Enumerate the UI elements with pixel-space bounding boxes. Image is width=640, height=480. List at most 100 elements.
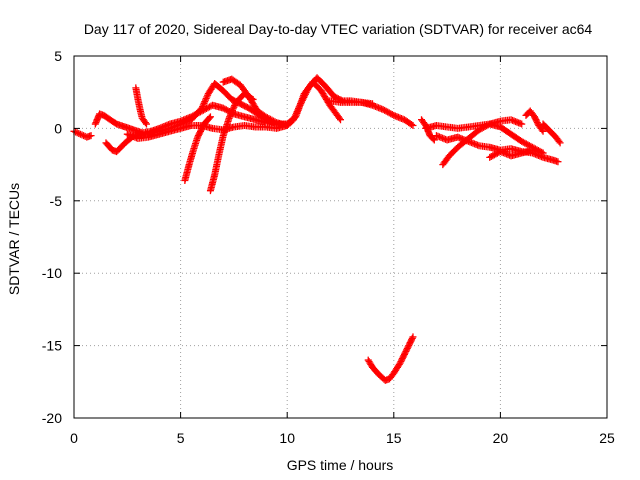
data-point xyxy=(199,101,207,109)
data-point xyxy=(221,105,229,113)
data-point xyxy=(87,132,95,140)
data-point xyxy=(489,152,497,160)
data-point xyxy=(429,135,437,143)
data-point xyxy=(269,117,277,125)
data-point xyxy=(228,106,236,114)
data-point xyxy=(301,92,309,100)
data-point xyxy=(519,138,527,146)
data-point xyxy=(201,98,209,106)
data-point xyxy=(203,93,211,101)
grid xyxy=(74,56,607,418)
data-point xyxy=(206,113,214,121)
data-point xyxy=(229,105,237,113)
data-point xyxy=(409,122,417,130)
data-point xyxy=(290,114,298,122)
data-point xyxy=(78,131,86,139)
data-point xyxy=(478,124,486,132)
data-point xyxy=(200,99,208,107)
data-point xyxy=(226,111,234,119)
data-point xyxy=(206,103,214,111)
data-point xyxy=(80,132,88,140)
data-point xyxy=(379,106,387,114)
data-point xyxy=(271,118,279,126)
data-point xyxy=(518,120,526,128)
data-point xyxy=(294,106,302,114)
data-point xyxy=(301,90,309,98)
data-point xyxy=(141,119,149,127)
data-point xyxy=(522,140,530,148)
series-arc-6 xyxy=(181,113,214,185)
data-point xyxy=(430,136,438,144)
data-point xyxy=(73,129,81,137)
data-point xyxy=(263,114,271,122)
data-point xyxy=(227,110,235,118)
x-tick-label: 20 xyxy=(493,430,509,446)
data-point xyxy=(291,112,299,120)
x-tick-label: 10 xyxy=(279,430,295,446)
data-point xyxy=(477,125,485,133)
data-point xyxy=(201,96,209,104)
series-arc-1 xyxy=(70,127,95,141)
data-point xyxy=(480,123,488,131)
data-point xyxy=(518,137,526,145)
data-point xyxy=(266,115,274,123)
data-point xyxy=(490,151,498,159)
chart-title: Day 117 of 2020, Sidereal Day-to-day VTE… xyxy=(84,21,593,37)
series-arc-12 xyxy=(422,116,526,132)
data-point xyxy=(384,108,392,116)
y-tick-label: -10 xyxy=(42,265,62,281)
data-point xyxy=(492,150,500,158)
data-point xyxy=(521,139,529,147)
data-point xyxy=(493,149,501,157)
data-point xyxy=(205,114,213,122)
data-point xyxy=(382,107,390,115)
data-point xyxy=(204,104,212,112)
data-point xyxy=(387,110,395,118)
data-point xyxy=(298,98,306,106)
y-tick-label: -5 xyxy=(50,193,63,209)
data-point xyxy=(297,100,305,108)
series-arc-17 xyxy=(539,120,564,147)
data-point xyxy=(265,114,273,122)
data-point xyxy=(538,126,546,134)
data-point xyxy=(262,113,270,121)
series-arc-9 xyxy=(326,97,376,108)
data-point xyxy=(296,101,304,109)
data-point xyxy=(226,113,234,121)
data-point xyxy=(198,104,206,112)
data-point xyxy=(228,108,236,116)
data-point xyxy=(487,153,495,161)
x-tick-label: 25 xyxy=(599,430,615,446)
data-point xyxy=(199,103,207,111)
data-point xyxy=(556,139,564,147)
data-point xyxy=(298,96,306,104)
series-arc-13 xyxy=(432,132,562,166)
data-point xyxy=(481,123,489,131)
data-point xyxy=(409,333,417,341)
x-tick-labels: 0 5 10 15 20 25 xyxy=(70,430,615,446)
data-point xyxy=(475,126,483,134)
y-tick-label: -20 xyxy=(42,410,62,426)
data-point xyxy=(295,103,303,111)
data-point xyxy=(524,141,532,149)
y-tick-label: -15 xyxy=(42,338,62,354)
data-point xyxy=(408,121,416,129)
data-point xyxy=(295,104,303,112)
series-arc-15 xyxy=(486,146,547,161)
plot-frame xyxy=(73,55,608,419)
data-point xyxy=(72,128,80,136)
data-point xyxy=(230,103,238,111)
data-point xyxy=(539,127,547,135)
data-point xyxy=(335,114,343,122)
data-point xyxy=(290,116,298,124)
data-point xyxy=(555,137,563,145)
x-tick-label: 5 xyxy=(177,430,185,446)
data-point xyxy=(539,149,547,157)
data-point xyxy=(219,104,227,112)
data-point xyxy=(408,334,416,342)
data-point xyxy=(486,153,494,161)
data-point xyxy=(202,94,210,102)
data-point xyxy=(204,91,212,99)
data-point xyxy=(337,116,344,124)
data-point xyxy=(368,100,376,108)
